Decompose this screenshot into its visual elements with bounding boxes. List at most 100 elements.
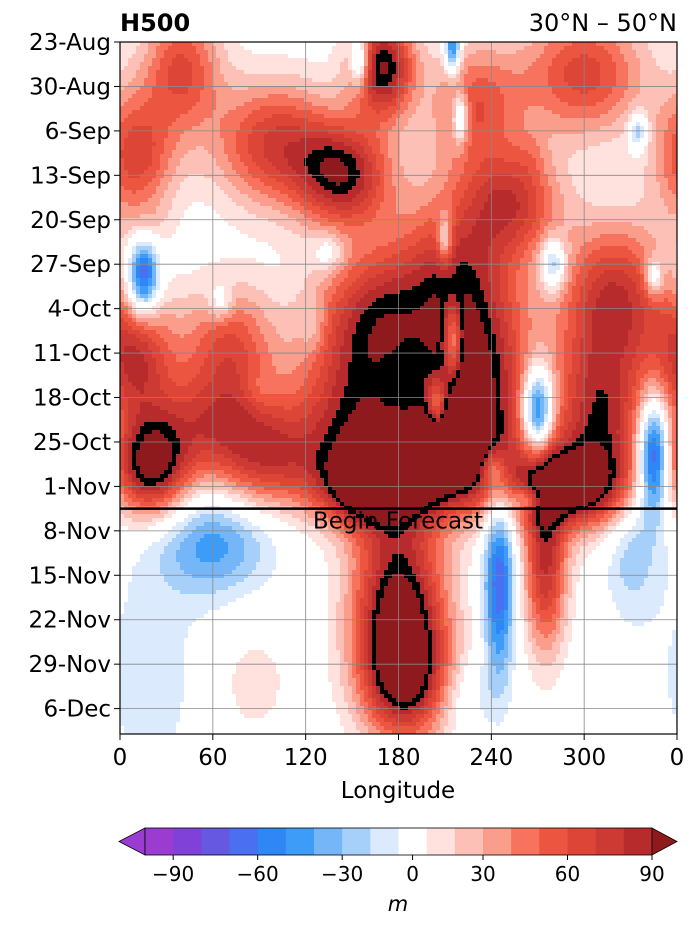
heatmap-cell xyxy=(228,162,232,166)
heatmap-cell xyxy=(128,110,132,114)
heatmap-cell xyxy=(276,158,280,162)
heatmap-cell xyxy=(384,118,388,122)
heatmap-cell xyxy=(272,142,276,146)
heatmap-cell xyxy=(500,50,504,54)
heatmap-cell xyxy=(644,134,648,138)
heatmap-cell xyxy=(596,62,600,66)
heatmap-cell xyxy=(552,114,556,118)
heatmap-cell xyxy=(356,126,360,130)
heatmap-cell xyxy=(524,98,528,102)
heatmap-cell xyxy=(480,98,484,102)
heatmap-cell xyxy=(516,158,520,162)
heatmap-cell xyxy=(152,178,156,182)
heatmap-cell xyxy=(144,54,148,58)
heatmap-cell xyxy=(584,74,588,78)
heatmap-cell xyxy=(516,106,520,110)
heatmap-cell xyxy=(284,110,288,114)
heatmap-cell xyxy=(448,82,452,86)
heatmap-cell xyxy=(580,78,584,82)
heatmap-cell xyxy=(672,142,676,146)
heatmap-cell xyxy=(636,78,640,82)
heatmap-cell xyxy=(124,70,128,74)
heatmap-cell xyxy=(420,90,424,94)
heatmap-cell xyxy=(644,98,648,102)
heatmap-cell xyxy=(616,74,620,78)
heatmap-cell xyxy=(496,126,500,130)
heatmap-cell xyxy=(468,166,472,170)
heatmap-cell xyxy=(376,126,380,130)
heatmap-cell xyxy=(536,146,540,150)
heatmap-cell xyxy=(472,82,476,86)
heatmap-cell xyxy=(152,66,156,70)
heatmap-cell xyxy=(492,102,496,106)
heatmap-cell xyxy=(296,74,300,78)
heatmap-cell xyxy=(628,62,632,66)
heatmap-cell xyxy=(408,182,412,186)
heatmap-cell xyxy=(572,174,576,178)
heatmap-cell xyxy=(216,178,220,182)
heatmap-cell xyxy=(332,78,336,82)
heatmap-cell xyxy=(528,178,532,182)
heatmap-cell xyxy=(616,50,620,54)
heatmap-cell xyxy=(480,162,484,166)
heatmap-cell xyxy=(484,162,488,166)
heatmap-cell xyxy=(284,50,288,54)
heatmap-cell xyxy=(312,82,316,86)
heatmap-cell xyxy=(192,178,196,182)
heatmap-cell xyxy=(452,98,456,102)
heatmap-cell xyxy=(196,46,200,50)
heatmap-cell xyxy=(668,122,672,126)
heatmap-cell xyxy=(392,118,396,122)
heatmap-cell xyxy=(552,54,556,58)
heatmap-cell xyxy=(364,94,368,98)
heatmap-cell xyxy=(240,54,244,58)
heatmap-cell xyxy=(652,58,656,62)
heatmap-cell xyxy=(360,102,364,106)
heatmap-cell xyxy=(576,174,580,178)
heatmap-cell xyxy=(328,46,332,50)
heatmap-cell xyxy=(452,154,456,158)
heatmap-cell xyxy=(432,94,436,98)
heatmap-cell xyxy=(240,58,244,62)
heatmap-cell xyxy=(660,74,664,78)
heatmap-cell xyxy=(164,142,168,146)
heatmap-cell xyxy=(316,78,320,82)
heatmap-cell xyxy=(272,150,276,154)
heatmap-cell xyxy=(508,106,512,110)
heatmap-cell xyxy=(648,134,652,138)
heatmap-cell xyxy=(176,78,180,82)
heatmap-cell xyxy=(524,158,528,162)
heatmap-cell xyxy=(600,62,604,66)
heatmap-cell xyxy=(180,46,184,50)
heatmap-cell xyxy=(596,50,600,54)
heatmap-cell xyxy=(480,114,484,118)
heatmap-cell xyxy=(440,98,444,102)
heatmap-cell xyxy=(608,110,612,114)
heatmap-cell xyxy=(428,146,432,150)
heatmap-cell xyxy=(600,98,604,102)
heatmap-cell xyxy=(244,170,248,174)
heatmap-cell xyxy=(492,134,496,138)
heatmap-cell xyxy=(284,46,288,50)
heatmap-cell xyxy=(608,170,612,174)
heatmap-cell xyxy=(260,50,264,54)
heatmap-cell xyxy=(272,98,276,102)
heatmap-cell xyxy=(460,162,464,166)
heatmap-cell xyxy=(164,170,168,174)
heatmap-cell xyxy=(460,138,464,142)
heatmap-cell xyxy=(312,126,316,130)
heatmap-cell xyxy=(524,66,528,70)
heatmap-cell xyxy=(636,170,640,174)
heatmap-cell xyxy=(448,158,452,162)
heatmap-cell xyxy=(568,118,572,122)
heatmap-cell xyxy=(440,134,444,138)
heatmap-cell xyxy=(512,74,516,78)
heatmap-cell xyxy=(548,58,552,62)
heatmap-cell xyxy=(352,82,356,86)
heatmap-cell xyxy=(576,154,580,158)
heatmap-cell xyxy=(612,66,616,70)
heatmap-cell xyxy=(656,146,660,150)
heatmap-cell xyxy=(364,98,368,102)
heatmap-cell xyxy=(252,82,256,86)
heatmap-cell xyxy=(632,142,636,146)
